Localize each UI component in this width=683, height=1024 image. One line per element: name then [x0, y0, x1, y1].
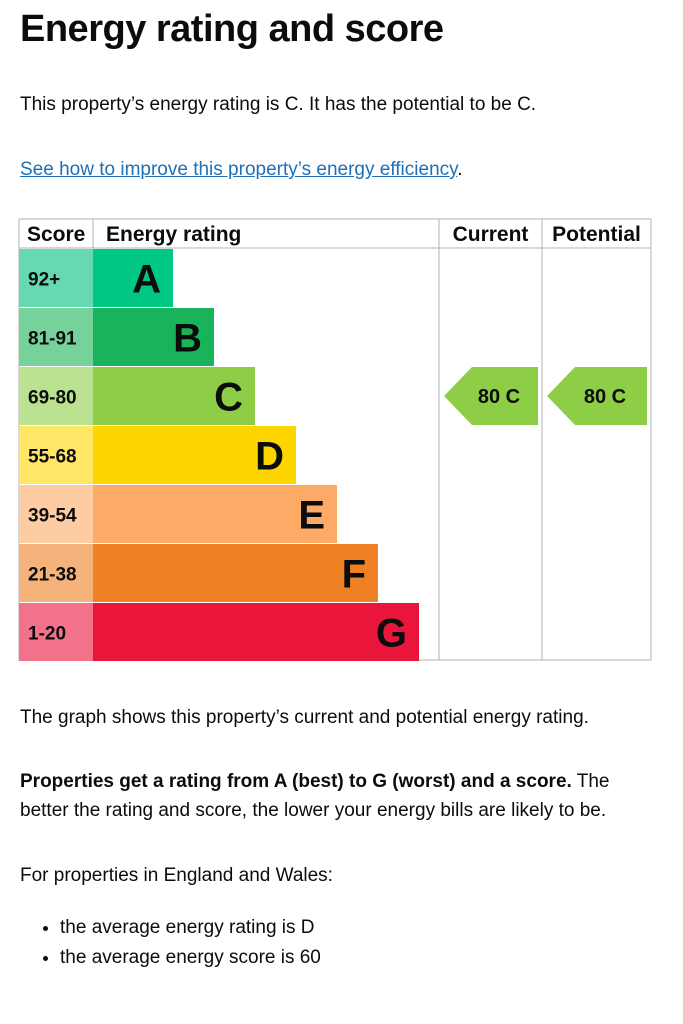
score-label-b: 81-91	[28, 329, 77, 350]
properties-bold: Properties get a rating from A (best) to…	[20, 771, 572, 792]
potential-arrow	[547, 367, 647, 425]
link-suffix: .	[457, 159, 463, 180]
header-energy-rating: Energy rating	[106, 223, 241, 246]
averages-list: the average energy rating is D the avera…	[20, 913, 321, 973]
header-potential: Potential	[552, 223, 641, 246]
band-bar-f	[93, 544, 378, 602]
current-rating-label: 80 C	[478, 386, 520, 408]
score-cell-e	[19, 485, 93, 543]
band-letter-b: B	[173, 317, 202, 361]
score-label-f: 21-38	[28, 565, 77, 586]
score-cell-b	[19, 308, 93, 366]
band-letter-e: E	[298, 494, 325, 538]
improve-efficiency-link[interactable]: See how to improve this property’s energ…	[20, 159, 458, 180]
score-cell-a	[19, 249, 93, 307]
improve-link-paragraph: See how to improve this property’s energ…	[20, 155, 463, 184]
current-arrow	[444, 367, 538, 425]
header-score: Score	[27, 223, 85, 246]
band-bar-a	[93, 249, 173, 307]
band-bar-c	[93, 367, 255, 425]
band-letter-a: A	[132, 258, 161, 302]
score-cell-d	[19, 426, 93, 484]
band-bar-d	[93, 426, 296, 484]
list-item: the average energy rating is D	[60, 913, 321, 943]
page-title: Energy rating and score	[20, 8, 444, 50]
band-letter-c: C	[214, 376, 243, 420]
graph-caption: The graph shows this property’s current …	[20, 707, 589, 728]
score-label-a: 92+	[28, 270, 60, 291]
score-label-c: 69-80	[28, 388, 77, 409]
properties-explanation: Properties get a rating from A (best) to…	[20, 767, 660, 825]
score-cell-f	[19, 544, 93, 602]
england-wales-text: For properties in England and Wales:	[20, 865, 333, 886]
band-bar-g	[93, 603, 419, 661]
energy-rating-chart: Score Energy rating Current Potential 92+ A 81…	[18, 218, 652, 661]
band-letter-d: D	[255, 435, 284, 479]
score-label-d: 55-68	[28, 447, 77, 468]
header-current: Current	[453, 223, 529, 246]
band-letter-g: G	[376, 612, 407, 656]
properties-rest: The better the rating and score, the low…	[20, 771, 610, 821]
band-bar-b	[93, 308, 214, 366]
score-cell-g	[19, 603, 93, 661]
score-label-g: 1-20	[28, 624, 66, 645]
potential-rating-label: 80 C	[584, 386, 626, 408]
score-cell-c	[19, 367, 93, 425]
score-label-e: 39-54	[28, 506, 77, 527]
band-bar-e	[93, 485, 337, 543]
band-letter-f: F	[342, 553, 366, 597]
list-item: the average energy score is 60	[60, 943, 321, 973]
rating-sentence: This property’s energy rating is C. It h…	[20, 94, 537, 115]
